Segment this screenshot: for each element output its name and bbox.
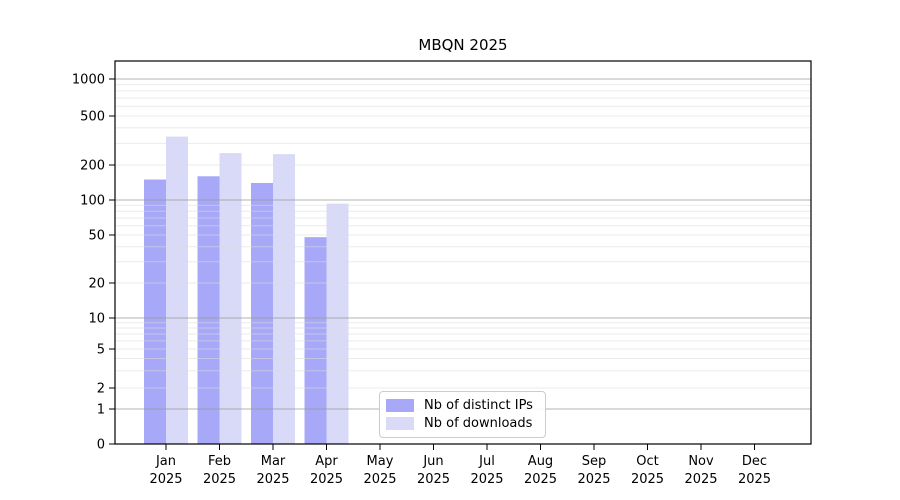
y-tick-label: 20 <box>88 277 105 292</box>
x-tick-label: Nov 2025 <box>684 454 717 487</box>
x-tick-label: Mar 2025 <box>256 454 289 487</box>
y-tick-label: 10 <box>88 312 105 327</box>
bar-downloads-jan <box>166 136 188 444</box>
bar-distinct-ips-feb <box>197 176 220 444</box>
legend-item-distinct-ips: Nb of distinct IPs <box>386 399 537 412</box>
bar-downloads-mar <box>273 154 295 444</box>
legend-swatch-downloads <box>386 417 414 430</box>
chart-title: MBQN 2025 <box>418 36 508 54</box>
x-tick-label: Jan 2025 <box>149 454 182 487</box>
x-tick-label: Dec 2025 <box>738 454 771 487</box>
bar-distinct-ips-jan <box>144 179 166 444</box>
y-tick-label: 1000 <box>72 73 105 88</box>
x-tick-label: Oct 2025 <box>631 454 664 487</box>
y-tick-label: 50 <box>88 229 105 244</box>
y-tick-label: 0 <box>97 438 105 453</box>
x-tick-label: Jun 2025 <box>417 454 450 487</box>
bar-distinct-ips-mar <box>251 183 273 444</box>
legend-label-distinct-ips: Nb of distinct IPs <box>424 398 533 413</box>
x-tick-label: Apr 2025 <box>310 454 343 487</box>
legend-label-downloads: Nb of downloads <box>424 416 533 431</box>
y-tick-label: 2 <box>97 382 105 397</box>
bar-downloads-feb <box>219 153 242 444</box>
legend-item-downloads: Nb of downloads <box>386 417 537 430</box>
x-tick-label: Aug 2025 <box>524 454 557 487</box>
y-tick-label: 5 <box>97 343 105 358</box>
x-tick-label: Sep 2025 <box>577 454 610 487</box>
y-tick-label: 200 <box>80 159 105 174</box>
bar-downloads-apr <box>326 203 349 444</box>
y-tick-label: 500 <box>80 110 105 125</box>
legend-swatch-distinct-ips <box>386 399 414 412</box>
plot-frame <box>114 60 812 445</box>
y-tick-label: 1 <box>97 403 105 418</box>
x-tick-label: Feb 2025 <box>203 454 236 487</box>
y-tick-label: 100 <box>80 194 105 209</box>
x-tick-label: May 2025 <box>363 454 396 487</box>
legend: Nb of distinct IPs Nb of downloads <box>379 391 546 438</box>
x-tick-label: Jul 2025 <box>470 454 503 487</box>
